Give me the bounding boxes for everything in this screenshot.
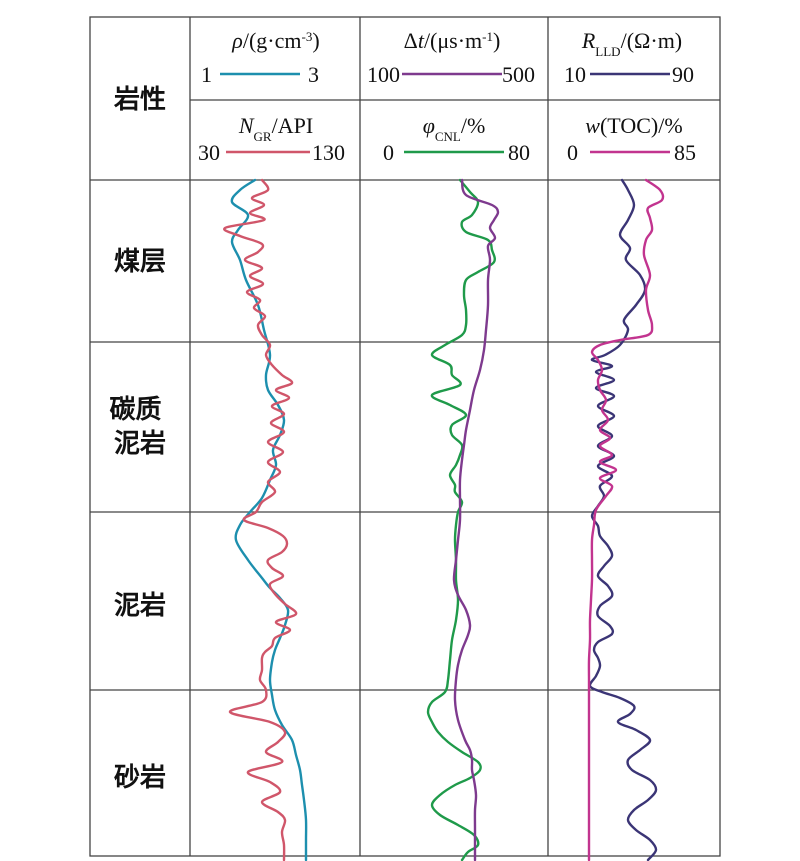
neutron-label: φCNL/% [423, 113, 486, 144]
gamma-max: 130 [312, 140, 345, 165]
sonic-max: 500 [502, 62, 535, 87]
resistivity-min: 10 [564, 62, 586, 87]
log-curves [223, 178, 665, 861]
lithology-carbonaceous-mudstone-line1: 碳质 [109, 395, 161, 425]
table-border [89, 16, 721, 857]
toc-label: w(TOC)/% [585, 113, 682, 138]
density-curve [230, 178, 308, 861]
lithology-coal: 煤层 [114, 247, 166, 277]
lithology-carbonaceous-mudstone-line2: 泥岩 [114, 429, 166, 459]
density-max: 3 [308, 62, 319, 87]
table-grid [89, 16, 721, 857]
gamma-label: NGR/API [238, 113, 313, 144]
lithology-carbonaceous-mudstone: 碳质 泥岩 [109, 395, 170, 459]
gamma-curve [223, 178, 298, 861]
toc-curve [587, 178, 665, 861]
density-min: 1 [201, 62, 212, 87]
resistivity-label: RLLD/(Ω·m) [581, 28, 682, 59]
neutron-curve [426, 178, 496, 861]
lithology-sandstone: 砂岩 [114, 763, 166, 793]
sonic-label: Δt/(μs·m-1) [404, 28, 501, 53]
resistivity-curve [588, 178, 658, 861]
neutron-max: 80 [508, 140, 530, 165]
gamma-min: 30 [198, 140, 220, 165]
toc-max: 85 [674, 140, 696, 165]
track1-header: ρ/(g·cm-3) 1 3 NGR/API 30 130 [198, 28, 345, 165]
lithology-header: 岩性 [113, 85, 166, 115]
lithology-labels: 煤层 碳质 泥岩 泥岩 砂岩 [109, 247, 170, 793]
toc-min: 0 [567, 140, 578, 165]
track2-header: Δt/(μs·m-1) 100 500 φCNL/% 0 80 [367, 28, 535, 165]
sonic-min: 100 [367, 62, 400, 87]
lithology-mudstone: 泥岩 [114, 591, 166, 621]
density-label: ρ/(g·cm-3) [231, 28, 319, 53]
sonic-curve [452, 178, 500, 861]
track3-header: RLLD/(Ω·m) 10 90 w(TOC)/% 0 85 [564, 28, 696, 165]
neutron-min: 0 [383, 140, 394, 165]
resistivity-max: 90 [672, 62, 694, 87]
